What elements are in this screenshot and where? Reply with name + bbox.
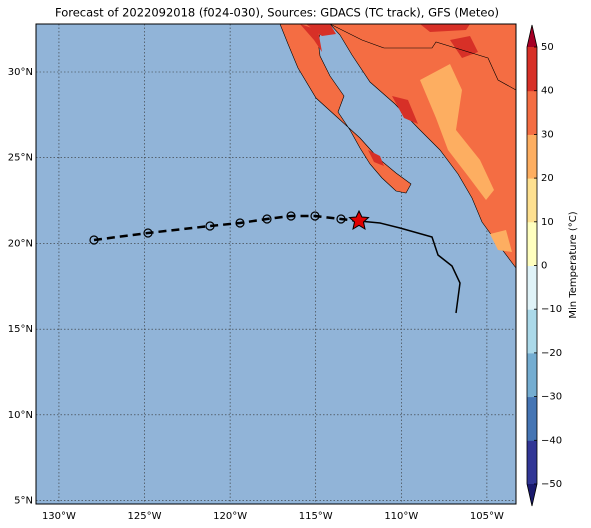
cool-patch xyxy=(420,64,512,252)
colorbar-over xyxy=(527,25,537,47)
y-tick-label: 25°N xyxy=(8,153,33,164)
title: Forecast of 2022092018 (f024-030), Sourc… xyxy=(55,6,499,20)
colorbar-tick-label: 10 xyxy=(541,217,554,228)
past-track xyxy=(358,220,461,314)
colorbar-tick-label: −30 xyxy=(541,392,562,403)
x-tick-label: 115°W xyxy=(299,511,333,522)
border xyxy=(329,23,517,91)
colorbar-bin xyxy=(527,178,537,223)
colorbar-bin xyxy=(527,134,537,179)
x-tick-label: 120°W xyxy=(213,511,247,522)
colorbar-bin xyxy=(527,352,537,398)
colorbar-tick-label: −50 xyxy=(541,479,562,490)
colorbar-bin xyxy=(527,396,537,441)
y-tick-label: 10°N xyxy=(8,410,33,421)
forecast-track xyxy=(93,214,360,242)
colorbar-tick-label: 0 xyxy=(541,261,547,272)
x-tick-label: 130°W xyxy=(42,511,76,522)
colorbar-bin xyxy=(527,90,537,135)
colorbar-tick-label: −20 xyxy=(541,348,562,359)
colorbar-tick-label: 40 xyxy=(541,86,554,97)
colorbar-tick-label: 50 xyxy=(541,42,554,53)
map-frame xyxy=(35,23,517,505)
warm-patch xyxy=(368,24,478,166)
colorbar-bin xyxy=(527,265,537,310)
x-tick-label: 125°W xyxy=(128,511,162,522)
mainland xyxy=(329,23,517,269)
colorbar: 50 40 30 20 10 0 −10 −20 −30 −40 −50 xyxy=(526,24,562,507)
current-position xyxy=(348,209,370,231)
y-tick-label: 15°N xyxy=(8,324,33,335)
colorbar-tick-label: 30 xyxy=(541,129,554,140)
baja-california xyxy=(279,23,412,194)
colorbar-under xyxy=(527,484,537,506)
y-tick-label: 5°N xyxy=(14,496,33,507)
colorbar-bin xyxy=(527,440,537,485)
x-tick-label: 105°W xyxy=(470,511,504,522)
colorbar-bin xyxy=(527,309,537,354)
colorbar-label: Min Temperature (°C) xyxy=(568,211,579,318)
colorbar-tick-label: 20 xyxy=(541,173,554,184)
x-tick-label: 110°W xyxy=(384,511,418,522)
y-tick-label: 20°N xyxy=(8,238,33,249)
map xyxy=(35,23,517,505)
colorbar-bin xyxy=(527,221,537,266)
colorbar-tick-label: −10 xyxy=(541,304,562,315)
colorbar-tick-label: −40 xyxy=(541,435,562,446)
colorbar-bin xyxy=(527,47,537,92)
forecast-points xyxy=(89,211,346,245)
y-tick-label: 30°N xyxy=(8,67,33,78)
warm-patch xyxy=(300,24,336,52)
